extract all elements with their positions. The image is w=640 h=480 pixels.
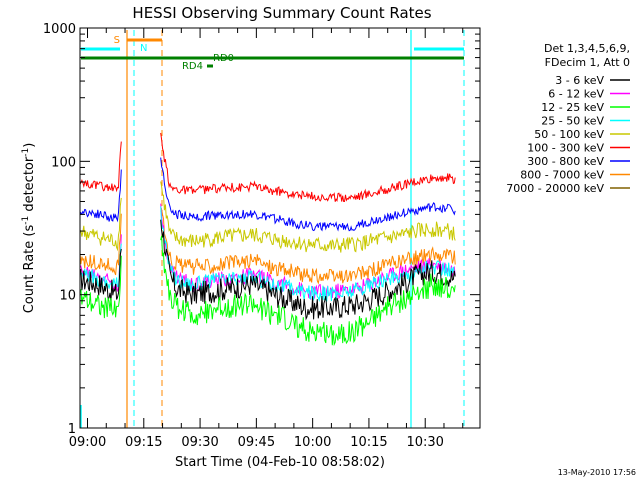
series-line [79,203,456,300]
legend-label: 6 - 12 keV [548,88,604,101]
marker-label-n: N [140,43,147,54]
plot-timestamp: 13-May-2010 17:56 [558,468,636,477]
x-tick-label: 09:15 [125,435,162,450]
legend-label: 100 - 300 keV [527,142,604,155]
legend-label: 3 - 6 keV [555,74,604,87]
series-line [79,157,456,232]
y-tick-label: 10 [59,289,76,304]
marker-label-rd4: RD4 [182,61,203,72]
plot-frame [79,27,481,429]
series-line [79,207,456,285]
legend-label: 300 - 800 keV [527,155,604,168]
series-line [79,181,456,253]
x-axis-label: Start Time (04-Feb-10 08:58:02) [175,455,385,470]
x-tick-label: 09:30 [181,435,218,450]
status-markers: S N RD0 RD4 [80,30,465,428]
y-tick-label: 100 [51,155,76,170]
legend-header-line-1: Det 1,3,4,5,6,9, [544,42,630,55]
legend-label: 800 - 7000 keV [520,169,604,182]
marker-label-rd0: RD0 [213,53,234,64]
legend: Det 1,3,4,5,6,9, FDecim 1, Att 0 3 - 6 k… [506,42,630,195]
y-axis-label: Count Rate (s-1 detector-1) [21,143,37,314]
legend-label: 12 - 25 keV [541,101,604,114]
x-tick-label: 10:00 [294,435,331,450]
legend-label: 25 - 50 keV [541,115,604,128]
x-tick-label: 09:45 [238,435,275,450]
x-tick-label: 09:00 [69,435,106,450]
series-line [79,219,456,321]
x-ticks: 09:00 09:15 09:30 09:45 10:00 10:15 10:30 [69,28,464,450]
series-line [79,206,456,303]
chart-title: HESSI Observing Summary Count Rates [132,4,431,22]
y-tick-label: 1000 [43,22,76,37]
y-ticks: 1 10 100 1000 [43,22,480,437]
x-tick-label: 10:15 [350,435,387,450]
y-tick-label: 1 [68,422,76,437]
series-line [79,132,456,203]
legend-header-line-2: FDecim 1, Att 0 [545,56,630,69]
marker-label-s: S [114,35,120,46]
x-tick-label: 10:30 [406,435,443,450]
series-layer [79,132,456,347]
legend-label: 50 - 100 keV [534,128,604,141]
series-line [79,235,456,347]
legend-label: 7000 - 20000 keV [506,182,604,195]
